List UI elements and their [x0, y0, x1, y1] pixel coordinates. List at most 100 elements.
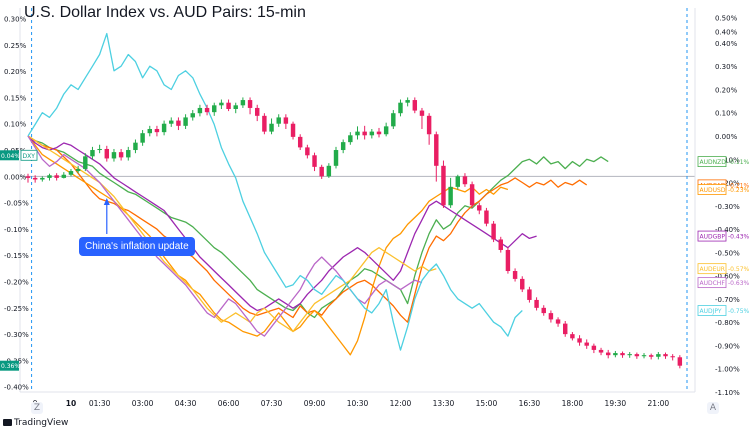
dxy-candle-21 — [176, 120, 181, 126]
left-tick-0-15: 0.15% — [4, 94, 27, 102]
dxy-candle-57 — [434, 134, 439, 166]
dxy-candle-14 — [126, 150, 131, 158]
x-tick-19-30: 19:30 — [605, 399, 627, 408]
dxy-candle-16 — [140, 133, 145, 143]
dxy-candle-31 — [247, 100, 253, 108]
dxy-candle-74 — [555, 319, 561, 324]
label-box-audeur — [697, 263, 727, 275]
right-top-tick-0: 0.50% — [715, 14, 738, 22]
zoom-button[interactable]: Z — [31, 402, 43, 414]
dxy-candle-64 — [484, 210, 489, 224]
dxy-candle-8 — [83, 156, 88, 169]
dxy-candle-83 — [620, 353, 625, 356]
dxy-candle-12 — [111, 152, 117, 159]
label-name-audeur: AUDEUR — [700, 266, 725, 273]
label-box-audnzd — [697, 156, 727, 168]
right-tick-0-40: 0.40% — [715, 40, 738, 48]
chart-title: U.S. Dollar Index vs. AUD Pairs: 15-min — [24, 4, 306, 21]
dxy-candle-38 — [297, 136, 303, 148]
dxy-candle-26 — [212, 105, 217, 113]
dxy-candle-42 — [326, 165, 332, 177]
dxy-candle-13 — [118, 152, 124, 158]
x-tick-04-30: 04:30 — [175, 399, 197, 408]
left-tick-0-05: -0.05% — [4, 200, 29, 208]
label-name-audgbp: AUDGBP — [700, 234, 726, 241]
dxy-candle-6 — [68, 171, 74, 175]
dxy-candle-19 — [161, 123, 167, 133]
right-tick-0-90: -0.90% — [715, 342, 740, 350]
right-tick-0-00: 0.00% — [715, 133, 738, 141]
dxy-candle-11 — [104, 148, 110, 159]
dxy-candle-10 — [97, 148, 102, 151]
right-tick-0-30: -0.30% — [715, 203, 740, 211]
dxy-candle-25 — [204, 107, 210, 113]
dxy-candle-90 — [670, 356, 675, 358]
dxy-candle-23 — [190, 113, 195, 118]
right-tick-0-10: -0.10% — [715, 156, 740, 164]
label-box-audjpy — [697, 305, 727, 316]
dxy-candle-67 — [505, 249, 511, 272]
dxy-candle-3 — [47, 175, 52, 178]
x-tick-12-00: 12:00 — [390, 399, 412, 408]
dxy-candle-32 — [254, 107, 260, 116]
auto-scale-button[interactable]: A — [707, 402, 719, 414]
dxy-candle-45 — [348, 135, 353, 143]
series-audgbp — [27, 135, 537, 312]
left-tick-0-10: -0.10% — [4, 226, 29, 234]
annotation-arrowhead — [103, 198, 110, 205]
dxy-candle-34 — [269, 123, 274, 132]
right-tick-0-30: 0.30% — [715, 63, 738, 71]
label-value-audjpy: -0.75% — [728, 308, 750, 315]
label-value-audchf: -0.63% — [728, 280, 750, 287]
dxy-candle-27 — [219, 102, 224, 106]
right-tick-1-10: -1.10% — [715, 389, 740, 397]
dxy-candle-28 — [226, 102, 231, 109]
dxy-candle-47 — [362, 131, 367, 136]
dxy-candle-40 — [312, 155, 317, 167]
right-tick-0-70: -0.70% — [715, 296, 740, 304]
series-audjpy — [27, 32, 523, 351]
right-tick-0-20: 0.20% — [715, 86, 738, 94]
label-box-audgbp — [697, 230, 727, 242]
x-tick-21-00: 21:00 — [648, 399, 670, 408]
dxy-candle-17 — [147, 128, 152, 134]
dxy-candle-78 — [584, 342, 589, 346]
dxy-candle-20 — [169, 120, 174, 124]
dxy-candle-49 — [376, 131, 382, 135]
dxy-candle-69 — [520, 278, 525, 290]
dxy-candle-35 — [276, 117, 281, 124]
dxy-candle-48 — [369, 131, 375, 136]
left-badge-value-1: 0.36% — [1, 363, 20, 370]
label-box-audchf — [697, 277, 727, 289]
tradingview-label: TradingView — [14, 418, 69, 428]
right-tick-0-60: -0.60% — [715, 273, 740, 281]
dxy-candle-71 — [534, 299, 539, 308]
label-value-audusd: -0.23% — [728, 187, 750, 194]
dxy-candle-51 — [391, 113, 396, 127]
label-value-audcad: -0.21% — [728, 182, 750, 189]
dxy-candle-56 — [426, 115, 432, 135]
series-audnzd — [27, 135, 609, 319]
dxy-candle-4 — [54, 175, 59, 178]
left-tick-0-25: -0.25% — [4, 305, 29, 313]
dxy-candle-5 — [61, 174, 67, 178]
dxy-candle-58 — [441, 165, 446, 206]
left-tick-0-30: -0.30% — [4, 331, 29, 339]
label-audusd: AUDUSD -0.23% — [697, 184, 750, 195]
tradingview-logo: TradingView — [3, 418, 68, 428]
right-tick-1-00: -1.00% — [715, 366, 740, 374]
dxy-candle-2 — [40, 177, 45, 180]
x-tick-03-00: 03:00 — [132, 399, 154, 408]
x-tick-01-30: 01:30 — [89, 399, 111, 408]
dxy-candle-85 — [634, 354, 640, 357]
dxy-candle-50 — [383, 126, 389, 135]
label-name-audchf: AUDCHF — [700, 280, 726, 287]
dxy-candle-36 — [283, 117, 289, 124]
labels: AUDNZD-0.11%AUDCAD-0.21%AUDUSD-0.23%AUDG… — [0, 149, 750, 371]
label-audnzd: AUDNZD -0.11% — [697, 156, 750, 168]
left-tick-0-15: -0.15% — [4, 252, 29, 260]
dxy-candle-7 — [75, 168, 81, 172]
x-tick-09-00: 09:00 — [304, 399, 326, 408]
dxy-candle-91 — [677, 357, 683, 366]
dxy-candle-22 — [183, 117, 188, 126]
